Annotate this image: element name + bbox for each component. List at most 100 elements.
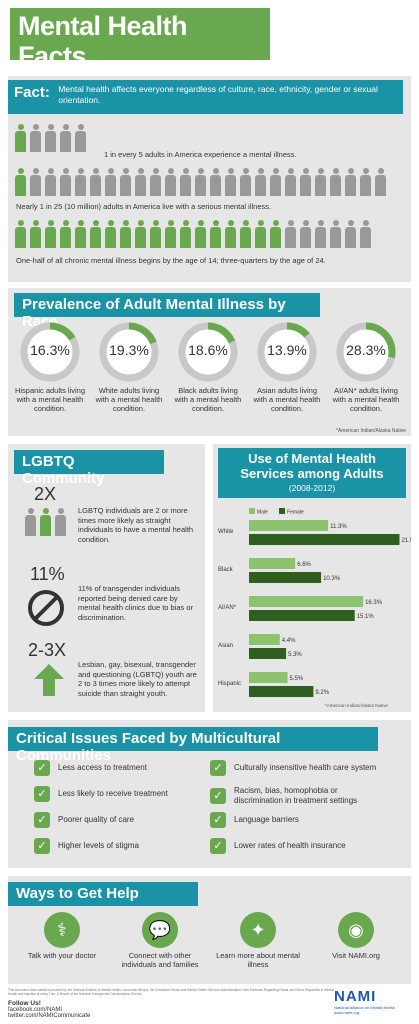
prevalence-footnote: *American Indian/Alaska Native xyxy=(336,428,407,434)
person-icon xyxy=(104,220,117,248)
issues-title: Critical Issues Faced by Multicultural C… xyxy=(8,727,378,764)
lgbtq-title: LGBTQ Community xyxy=(14,450,164,487)
person-icon xyxy=(39,508,52,536)
help-item[interactable]: ✦ Learn more about mental illness xyxy=(214,912,302,969)
stat-text-3: One-half of all chronic mental illness b… xyxy=(16,256,326,265)
bar xyxy=(249,572,322,583)
help-text: Learn more about mental illness xyxy=(216,951,300,969)
chart-title-line1: Use of Mental Health xyxy=(248,451,376,466)
doctor-icon: ⚕ xyxy=(44,912,80,948)
bar xyxy=(249,596,364,607)
person-icon xyxy=(149,220,162,248)
person-icon xyxy=(254,168,267,196)
fact-text: Mental health affects everyone regardles… xyxy=(58,84,378,105)
donut-item: 13.9% Asian adults living with a mental h… xyxy=(251,322,323,413)
follow-label: Follow Us! xyxy=(8,1000,41,1007)
fact-banner: Fact: Mental health affects everyone reg… xyxy=(8,80,403,114)
issue-text: Language barriers xyxy=(234,815,299,825)
data-label: 21.5% xyxy=(402,538,412,544)
facebook-link[interactable]: facebook.com/NAMI xyxy=(8,1007,63,1013)
person-icon xyxy=(179,220,192,248)
donut-label: Black adults living with a mental health… xyxy=(174,386,242,413)
legend-label: Female xyxy=(287,510,304,516)
people-row-2 xyxy=(14,168,387,196)
bar xyxy=(249,672,288,683)
person-icon xyxy=(224,220,237,248)
donut-item: 28.3% AI/AN* adults living with a mental … xyxy=(330,322,402,413)
lgbtq-stat-1: 2X xyxy=(34,484,57,504)
lgbtq-text-1: LGBTQ individuals are 2 or more times mo… xyxy=(78,506,194,544)
donut-chart: 19.3% xyxy=(99,322,159,382)
legend-swatch xyxy=(279,508,285,514)
help-item[interactable]: ◉ Visit NAMI.org xyxy=(312,912,400,960)
data-label: 11.3% xyxy=(330,524,347,530)
lgbtq-stat-2: 11% xyxy=(30,564,65,584)
person-icon xyxy=(44,168,57,196)
bar xyxy=(249,520,329,531)
checkmark-icon: ✓ xyxy=(34,760,50,776)
person-icon xyxy=(74,124,87,152)
donut-chart: 13.9% xyxy=(257,322,317,382)
twitter-link[interactable]: twitter.com/NAMICommunicate xyxy=(8,1013,91,1019)
help-text: Talk with your doctor xyxy=(27,951,97,960)
issue-item: ✓ Language barriers xyxy=(210,812,380,828)
data-label: 6.6% xyxy=(297,562,311,568)
person-icon xyxy=(239,220,252,248)
donut-value: 16.3% xyxy=(30,342,70,358)
person-icon xyxy=(269,168,282,196)
globe-icon: ◉ xyxy=(338,912,374,948)
nami-logo[interactable]: NAMI National Alliance on Mental Illness… xyxy=(334,988,414,1020)
legend-label: Male xyxy=(257,510,268,516)
person-icon xyxy=(14,168,27,196)
person-icon xyxy=(119,220,132,248)
person-icon xyxy=(374,168,387,196)
help-text: Visit NAMI.org xyxy=(332,951,380,960)
issue-item: ✓ Lower rates of health insurance xyxy=(210,838,380,854)
issue-item: ✓ Racism, bias, homophobia or discriminat… xyxy=(210,786,380,805)
person-icon xyxy=(89,220,102,248)
person-icon xyxy=(104,168,117,196)
donut-value: 13.9% xyxy=(267,342,307,358)
checkmark-icon: ✓ xyxy=(210,812,226,828)
person-icon xyxy=(179,168,192,196)
donut-value: 18.6% xyxy=(188,342,228,358)
issue-item: ✓ Less likely to receive treatment xyxy=(34,786,204,802)
data-label: 9.2% xyxy=(315,690,329,696)
person-icon xyxy=(74,220,87,248)
prohibited-icon xyxy=(28,590,64,626)
help-text: Connect with other individuals and famil… xyxy=(121,951,199,969)
page-title: Mental Health Facts xyxy=(18,11,188,71)
donut-item: 18.6% Black adults living with a mental h… xyxy=(172,322,244,413)
checkmark-icon: ✓ xyxy=(34,812,50,828)
data-label: 16.3% xyxy=(365,600,383,606)
issue-text: Poorer quality of care xyxy=(58,815,135,825)
nami-url: www.nami.org xyxy=(334,1010,360,1015)
checkmark-icon: ✓ xyxy=(210,838,226,854)
person-icon xyxy=(299,220,312,248)
bar xyxy=(249,534,400,545)
prevalence-title: Prevalence of Adult Mental Illness by Ra… xyxy=(14,293,320,330)
person-icon xyxy=(209,168,222,196)
person-icon xyxy=(59,168,72,196)
person-icon xyxy=(224,168,237,196)
person-icon xyxy=(149,168,162,196)
person-icon xyxy=(24,508,37,536)
category-label: Black xyxy=(218,567,234,573)
bar xyxy=(249,610,355,621)
help-item[interactable]: 💬 Connect with other individuals and fami… xyxy=(116,912,204,969)
person-icon xyxy=(209,220,222,248)
category-label: Hispanic xyxy=(218,681,241,687)
data-label: 4.4% xyxy=(282,638,296,644)
checkmark-icon: ✓ xyxy=(210,787,226,804)
nami-logo-text: NAMI xyxy=(334,988,377,1005)
help-item[interactable]: ⚕ Talk with your doctor xyxy=(18,912,106,960)
chart-title-line2: Services among Adults xyxy=(240,466,384,481)
donut-chart: 16.3% xyxy=(20,322,80,382)
chart-footnote: *American Indian/Alaska Native xyxy=(325,703,389,708)
issue-text: Higher levels of stigma xyxy=(58,841,139,851)
lgbtq-stat-3: 2-3X xyxy=(28,640,67,660)
lgbtq-people-icon xyxy=(24,508,67,536)
title-box: Mental Health Facts MULTICULTURAL xyxy=(10,8,270,87)
stat-text-2: Nearly 1 in 25 (10 million) adults in Am… xyxy=(16,202,272,211)
person-icon xyxy=(29,168,42,196)
